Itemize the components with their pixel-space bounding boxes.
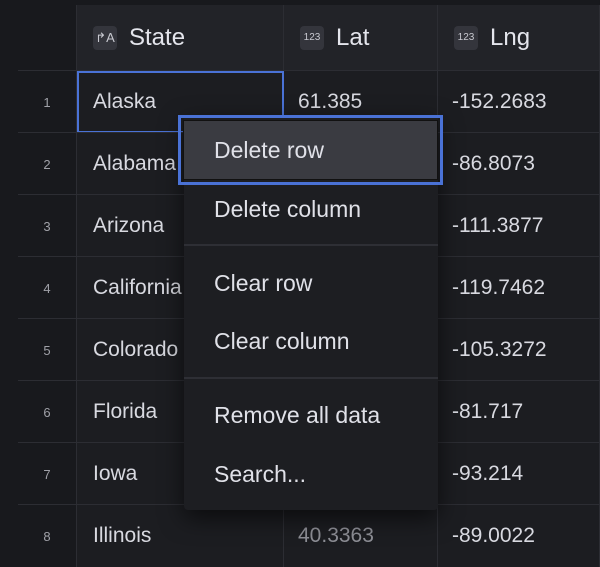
cell-lng[interactable]: -93.214 — [438, 443, 600, 505]
menu-item-remove-all-data[interactable]: Remove all data — [184, 386, 438, 444]
menu-item-clear-column[interactable]: Clear column — [184, 312, 438, 370]
menu-item-search[interactable]: Search... — [184, 445, 438, 503]
menu-item-label: Search... — [214, 460, 307, 487]
cell-lat[interactable]: 40.3363 — [284, 505, 438, 567]
row-number: 7 — [18, 443, 77, 505]
column-header-label: Lng — [490, 23, 531, 51]
menu-item-delete-column[interactable]: Delete column — [184, 180, 438, 238]
row-number: 1 — [18, 71, 77, 133]
column-header-label: State — [129, 23, 186, 51]
number-type-icon: 123 — [454, 25, 478, 50]
cell-state[interactable]: Illinois — [77, 505, 284, 567]
row-number: 6 — [18, 381, 77, 443]
cell-lng[interactable]: -105.3272 — [438, 319, 600, 381]
row-number: 4 — [18, 257, 77, 319]
context-menu: Delete row Delete column Clear row Clear… — [178, 115, 443, 510]
menu-item-label: Clear row — [214, 269, 313, 296]
menu-item-label: Clear column — [214, 327, 350, 354]
row-number: 3 — [18, 195, 77, 257]
menu-divider — [184, 244, 438, 246]
cell-lng[interactable]: -119.7462 — [438, 257, 600, 319]
column-header-lat[interactable]: 123 Lat — [284, 5, 438, 70]
menu-item-clear-row[interactable]: Clear row — [184, 254, 438, 312]
menu-item-label: Remove all data — [214, 401, 381, 428]
row-number-header — [18, 5, 77, 70]
column-header-state[interactable]: ↱A State — [77, 5, 284, 70]
menu-item-label: Delete column — [214, 195, 362, 222]
row-number: 5 — [18, 319, 77, 381]
column-header-label: Lat — [336, 23, 370, 51]
cell-lng[interactable]: -86.8073 — [438, 133, 600, 195]
row-number: 8 — [18, 505, 77, 567]
cell-lng[interactable]: -152.2683 — [438, 71, 600, 133]
text-type-icon: ↱A — [93, 25, 117, 50]
menu-item-label: Delete row — [214, 136, 324, 163]
menu-divider — [184, 377, 438, 379]
number-type-icon: 123 — [300, 25, 324, 50]
cell-lng[interactable]: -81.717 — [438, 381, 600, 443]
column-header-lng[interactable]: 123 Lng — [438, 5, 600, 70]
menu-item-delete-row[interactable]: Delete row — [178, 115, 443, 185]
cell-lng[interactable]: -111.3877 — [438, 195, 600, 257]
table-row: 8 Illinois 40.3363 -89.0022 — [18, 504, 600, 567]
cell-lng[interactable]: -89.0022 — [438, 505, 600, 567]
row-number: 2 — [18, 133, 77, 195]
